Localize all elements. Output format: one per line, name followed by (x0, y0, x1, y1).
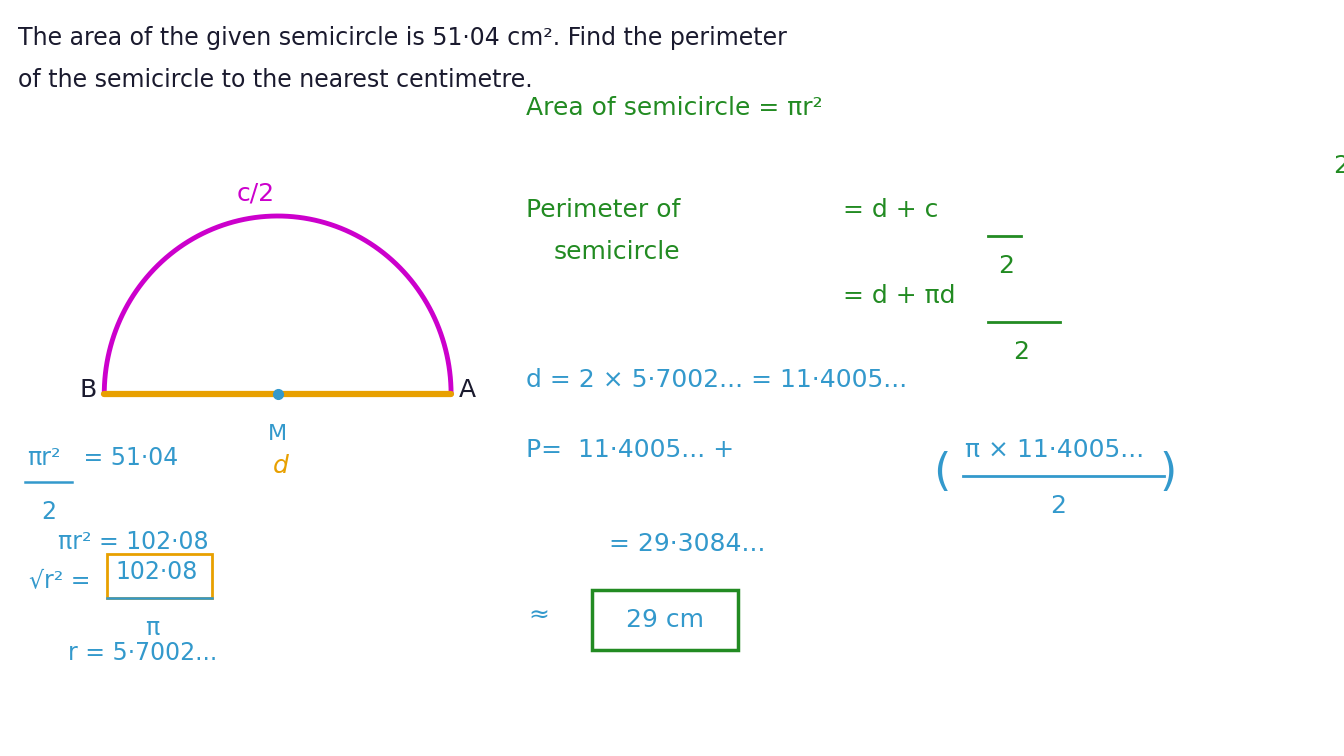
Text: πr²: πr² (27, 446, 60, 470)
Text: 29 cm: 29 cm (626, 608, 704, 632)
Text: d = 2 × 5·7002... = 11·4005...: d = 2 × 5·7002... = 11·4005... (526, 368, 907, 392)
Text: 2: 2 (997, 254, 1013, 278)
Text: 2: 2 (1013, 340, 1030, 364)
Text: of the semicircle to the nearest centimetre.: of the semicircle to the nearest centime… (17, 68, 532, 92)
Text: d: d (273, 454, 289, 478)
Text: = d + c: = d + c (843, 198, 938, 222)
Text: c/2: c/2 (237, 182, 276, 206)
Text: ≈: ≈ (528, 604, 550, 628)
Text: The area of the given semicircle is 51·04 cm². Find the perimeter: The area of the given semicircle is 51·0… (17, 26, 786, 50)
Text: P=  11·4005... +: P= 11·4005... + (526, 438, 742, 462)
Text: 2: 2 (1333, 154, 1344, 178)
Text: π × 11·4005...: π × 11·4005... (965, 438, 1144, 462)
Text: √r² =: √r² = (30, 568, 98, 592)
Text: 102·08: 102·08 (116, 560, 198, 584)
Text: semicircle: semicircle (554, 240, 680, 264)
Text: 2: 2 (40, 500, 56, 524)
Text: Perimeter of: Perimeter of (526, 198, 680, 222)
Text: π: π (145, 616, 160, 640)
Text: B: B (79, 378, 97, 402)
Text: A: A (458, 378, 476, 402)
Text: = d + πd: = d + πd (843, 284, 956, 308)
Text: Area of semicircle = πr²: Area of semicircle = πr² (526, 96, 823, 120)
Text: πr² = 102·08: πr² = 102·08 (58, 530, 210, 554)
Text: M: M (267, 424, 288, 444)
Text: = 51·04: = 51·04 (77, 446, 179, 470)
Text: ): ) (1160, 451, 1176, 494)
Text: (: ( (933, 451, 950, 494)
Text: r = 5·7002...: r = 5·7002... (69, 641, 218, 665)
Text: 2: 2 (1050, 494, 1066, 518)
Text: = 29·3084...: = 29·3084... (609, 532, 766, 556)
